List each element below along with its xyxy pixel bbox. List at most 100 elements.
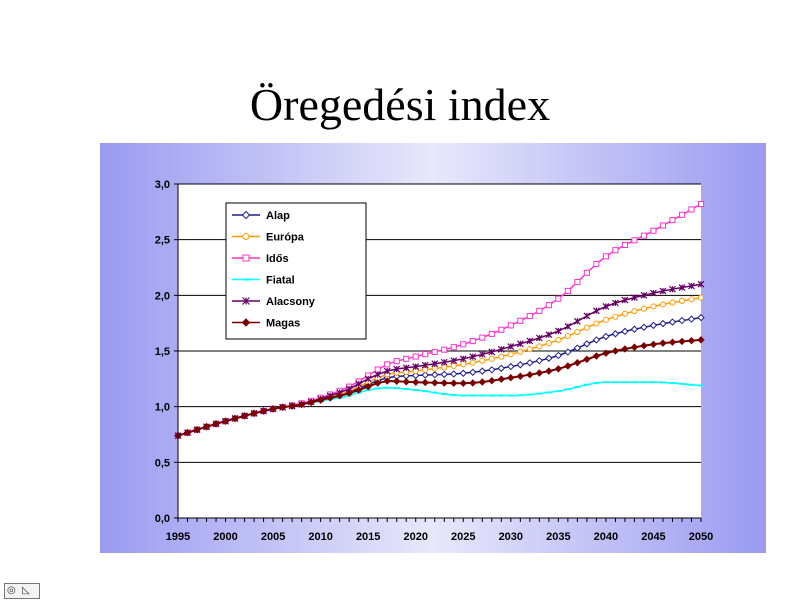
data-point (231, 414, 239, 423)
data-point (478, 367, 486, 375)
data-point (573, 317, 581, 325)
x-tick-label: 2015 (356, 531, 380, 543)
navigation-icon[interactable]: ◎ (7, 585, 16, 596)
data-point (640, 232, 647, 239)
data-point (297, 400, 306, 409)
data-point (460, 341, 467, 348)
data-point (678, 297, 686, 304)
data-point (611, 330, 620, 338)
data-point (478, 378, 486, 386)
x-tick-label: 2045 (641, 531, 665, 543)
data-point (507, 351, 514, 358)
data-point (649, 340, 658, 349)
data-point (242, 233, 250, 240)
data-point (498, 326, 505, 333)
x-tick-label: 2005 (261, 531, 285, 543)
data-point (469, 338, 476, 345)
data-point (574, 279, 581, 286)
data-point (621, 345, 629, 353)
y-tick-label: 3,0 (155, 179, 170, 191)
data-point (431, 365, 438, 372)
data-point (478, 350, 486, 358)
data-point (640, 323, 648, 331)
data-point (488, 355, 495, 362)
data-point (536, 343, 543, 350)
data-point (307, 398, 315, 407)
data-point (650, 227, 657, 234)
data-point (403, 355, 410, 362)
data-point (526, 359, 534, 367)
series-Magas (174, 336, 705, 440)
x-tick-label: 2050 (689, 531, 713, 543)
data-point (269, 405, 277, 413)
data-point (630, 343, 639, 351)
data-point (583, 324, 590, 331)
data-point (441, 346, 448, 353)
data-point (554, 327, 562, 335)
data-point (421, 361, 429, 369)
data-point (535, 334, 543, 342)
data-point (583, 312, 591, 320)
data-point (611, 347, 620, 355)
data-point (431, 348, 438, 355)
legend: Alap Európa Idős Fiatal Alacsony Magas (225, 202, 367, 340)
data-point (545, 331, 553, 339)
data-point (650, 303, 657, 310)
data-point (345, 389, 353, 398)
data-point (573, 344, 582, 352)
data-point (393, 358, 400, 365)
data-point (507, 343, 515, 350)
data-point (564, 333, 571, 340)
data-point (440, 358, 448, 366)
data-point (593, 260, 600, 268)
data-point (240, 412, 249, 420)
data-point (650, 289, 657, 297)
legend-entry: Alap (232, 210, 290, 222)
data-point (602, 303, 610, 310)
data-point (535, 369, 544, 377)
data-point (450, 379, 458, 387)
data-point (517, 348, 524, 355)
legend-entry: Alacsony (232, 296, 316, 308)
data-point (621, 296, 629, 304)
data-point (564, 348, 572, 356)
data-point (659, 319, 667, 328)
y-tick-label: 2,0 (155, 290, 170, 302)
legend-entry: Fiatal (232, 275, 295, 287)
data-point (526, 312, 533, 320)
data-point (631, 237, 638, 244)
data-point (555, 295, 562, 302)
x-tick-label: 2030 (499, 531, 523, 543)
data-point (536, 307, 543, 314)
data-point (526, 371, 534, 379)
legend-label: Idős (266, 253, 289, 265)
data-point (488, 377, 496, 385)
data-point (488, 330, 495, 337)
data-point (611, 299, 619, 307)
data-point (669, 285, 676, 293)
data-point (535, 356, 544, 365)
data-point (640, 305, 647, 312)
data-point (621, 327, 629, 336)
slide-navigation[interactable]: ◎ ◺ (4, 583, 40, 599)
data-point (183, 428, 192, 437)
data-point (554, 365, 563, 373)
data-point (479, 357, 486, 364)
data-point (364, 375, 372, 383)
y-tick-label: 0,5 (155, 457, 170, 469)
data-point (412, 378, 420, 386)
data-point (516, 361, 525, 369)
data-point (592, 352, 601, 360)
data-point (450, 362, 457, 369)
data-point (497, 375, 506, 383)
data-point (259, 407, 268, 415)
x-tick-label: 2000 (213, 531, 237, 543)
data-point (631, 294, 638, 302)
data-point (373, 379, 382, 387)
slide-outline-icon[interactable]: ◺ (22, 585, 30, 596)
data-point (573, 359, 582, 367)
data-point (621, 310, 628, 317)
legend-label: Magas (266, 318, 300, 330)
data-point (592, 336, 601, 344)
data-point (554, 351, 563, 360)
